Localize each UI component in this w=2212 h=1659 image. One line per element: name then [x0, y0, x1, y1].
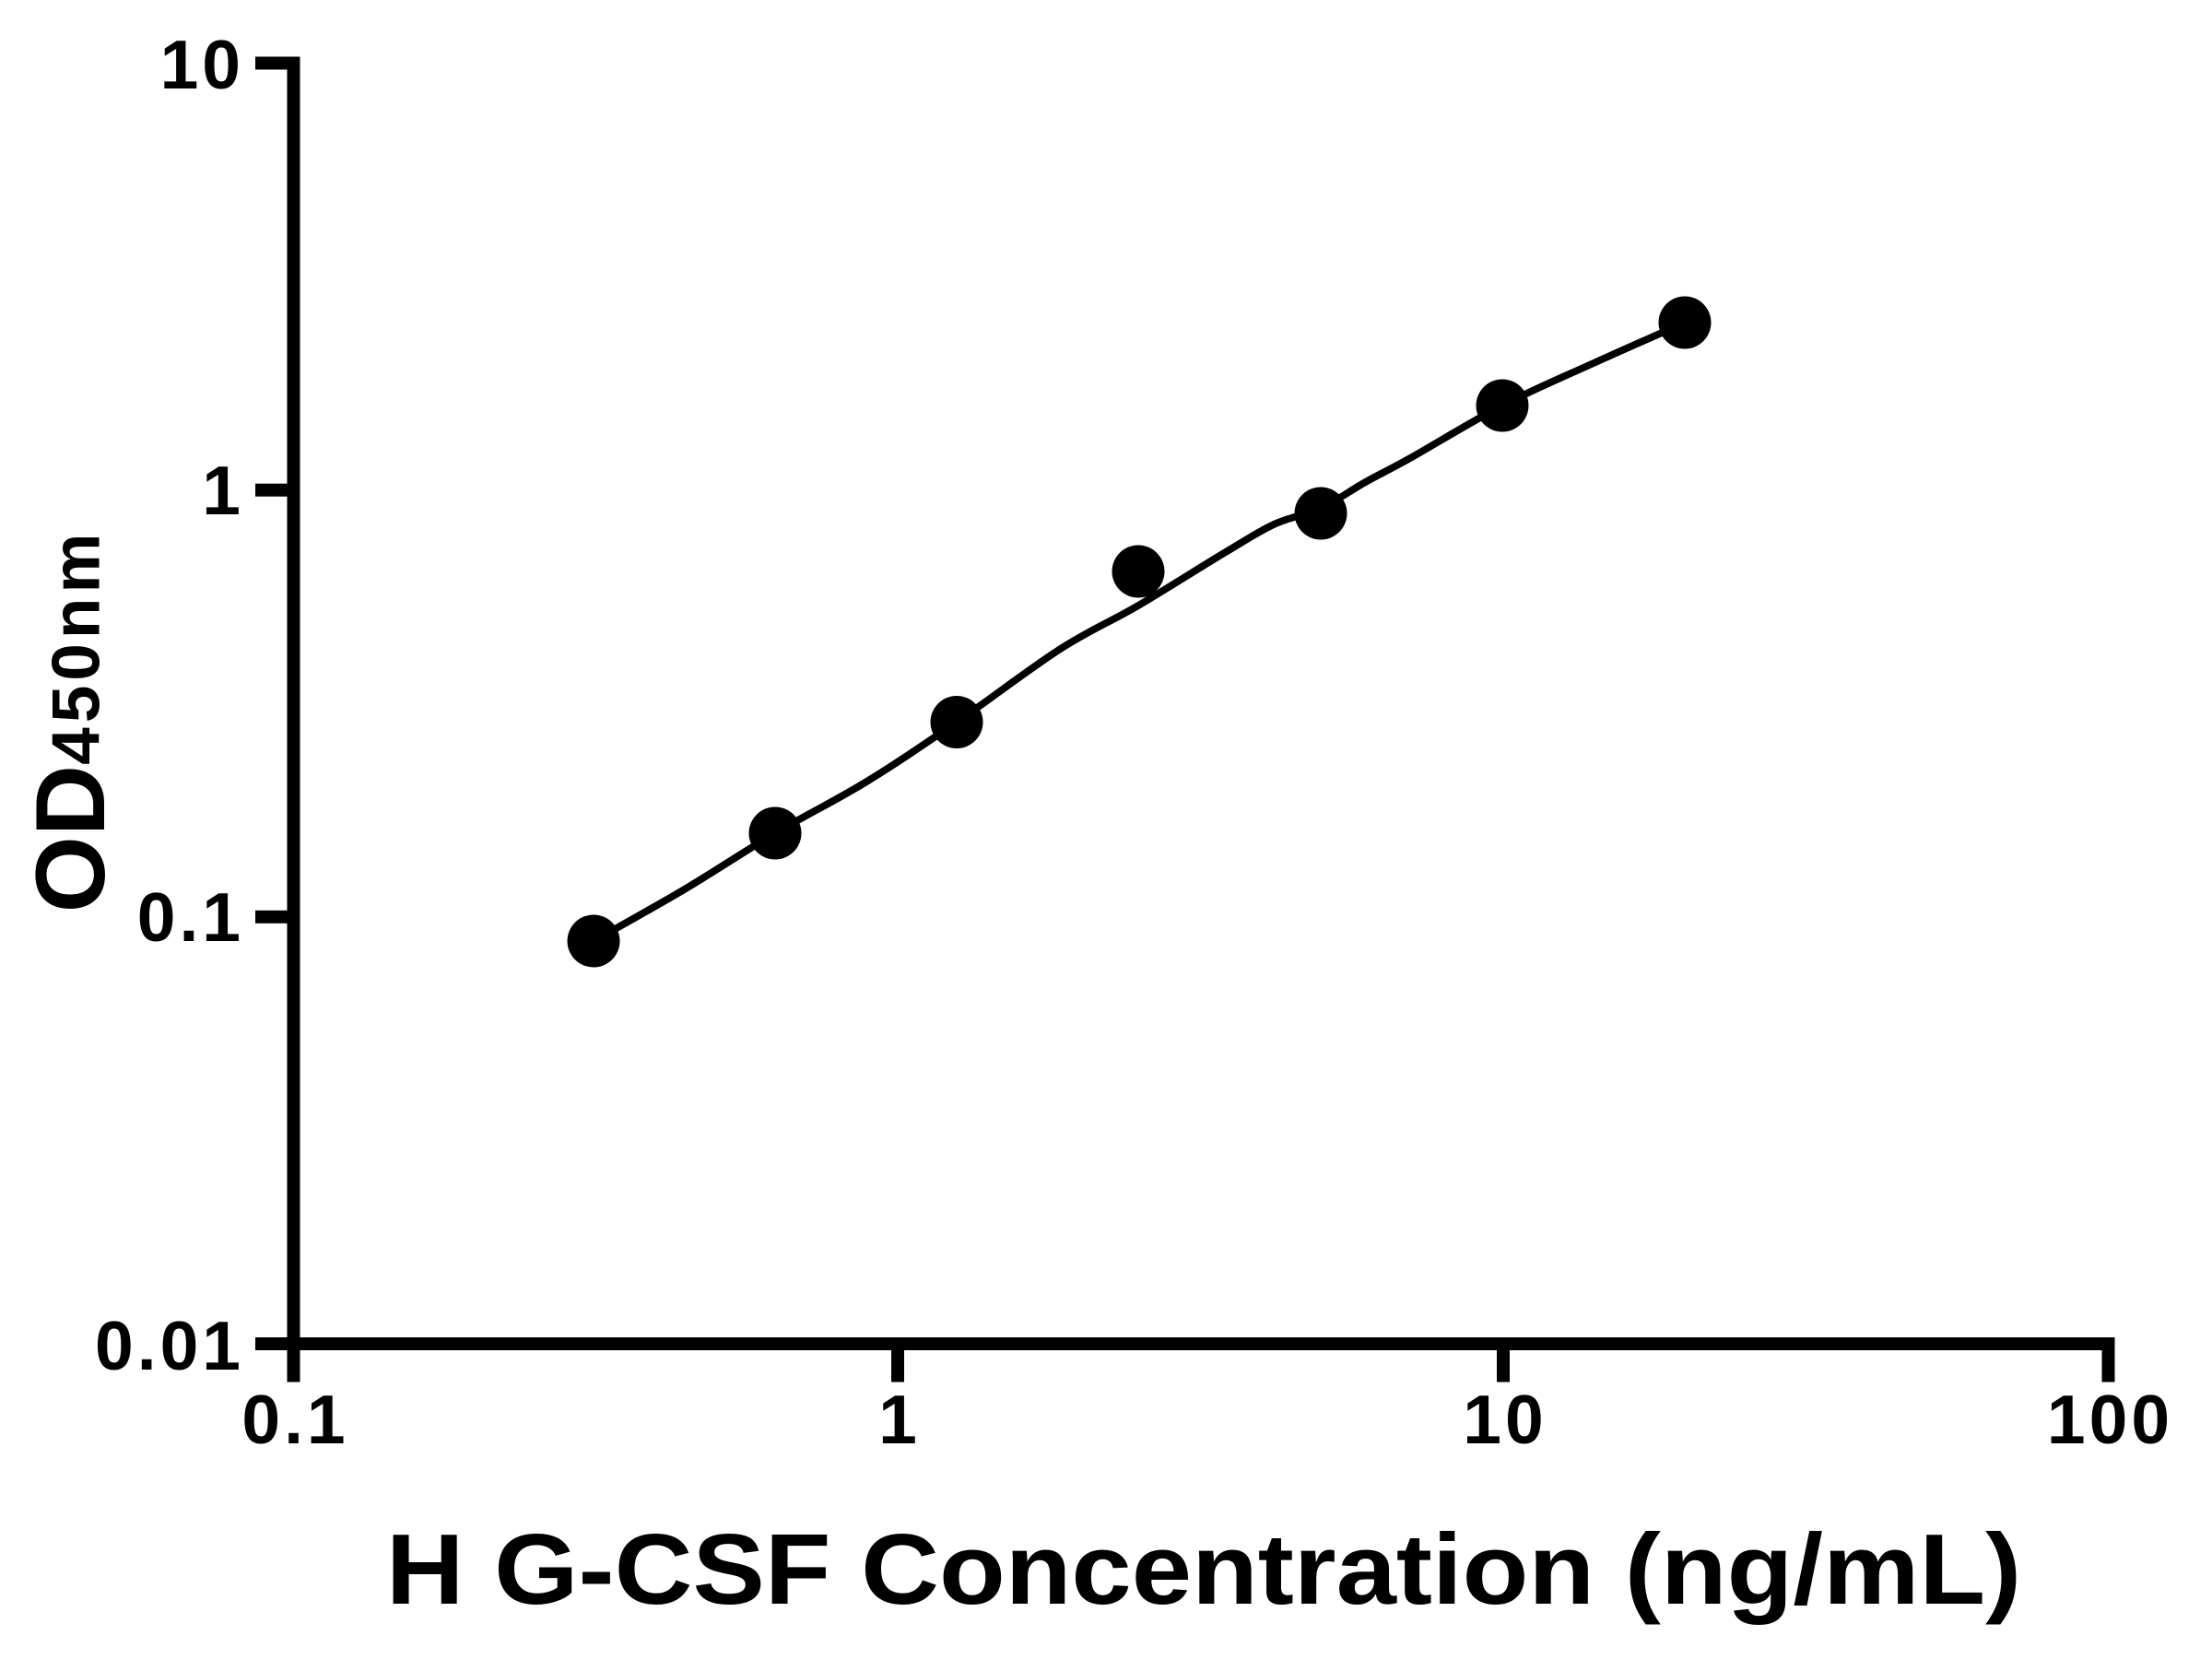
svg-text:10: 10	[1463, 1381, 1547, 1458]
svg-text:H G-CSF Concentration (ng/mL): H G-CSF Concentration (ng/mL)	[386, 1513, 2022, 1626]
svg-text:0.1: 0.1	[241, 1381, 348, 1458]
svg-text:1: 1	[202, 452, 241, 529]
svg-text:100: 100	[2047, 1381, 2173, 1458]
svg-text:0.1: 0.1	[137, 878, 244, 956]
svg-text:0.01: 0.01	[95, 1307, 244, 1384]
svg-text:10: 10	[160, 26, 244, 103]
svg-text:1: 1	[878, 1381, 917, 1458]
